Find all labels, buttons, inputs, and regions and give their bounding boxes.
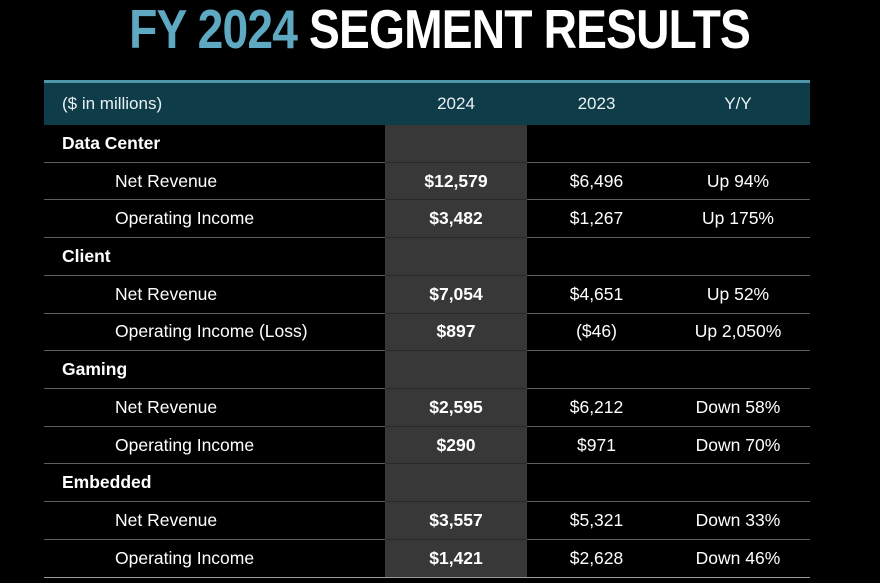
value-2023: $5,321 [527, 502, 666, 540]
section-name: Embedded [44, 464, 385, 503]
value-yoy-cell [666, 464, 810, 503]
value-yoy: Up 2,050% [666, 314, 810, 352]
section-header-row: Gaming [44, 351, 810, 390]
column-header-2024: 2024 [437, 94, 475, 113]
value-2024: $3,482 [385, 200, 527, 239]
value-2023: $1,267 [527, 200, 666, 239]
value-2024: $12,579 [385, 162, 527, 201]
table-row: Net Revenue $3,557 $5,321 Down 33% [44, 502, 810, 540]
table-row: Net Revenue $2,595 $6,212 Down 58% [44, 389, 810, 427]
value-2023: $4,651 [527, 276, 666, 314]
value-2024: $2,595 [385, 389, 527, 427]
value-2023: $2,628 [527, 540, 666, 578]
value-2024: $1,421 [385, 539, 527, 578]
value-2023-cell [527, 464, 666, 503]
value-yoy: Up 175% [666, 200, 810, 239]
value-yoy: Down 70% [666, 427, 810, 465]
table-row: Net Revenue $7,054 $4,651 Up 52% [44, 275, 810, 314]
value-2024: $7,054 [385, 275, 527, 314]
metric-label: Operating Income [44, 427, 385, 465]
metric-label: Operating Income [44, 200, 385, 239]
value-yoy-cell [666, 351, 810, 390]
page-title: FY 2024 SEGMENT RESULTS [0, 2, 880, 57]
value-yoy: Down 33% [666, 502, 810, 540]
metric-label: Net Revenue [44, 389, 385, 427]
value-yoy: Up 52% [666, 276, 810, 314]
value-yoy-cell [666, 125, 810, 163]
column-header-yoy: Y/Y [724, 94, 752, 113]
title-fiscal-year: FY 2024 [129, 0, 299, 60]
metric-label: Operating Income [44, 540, 385, 578]
value-yoy: Down 58% [666, 389, 810, 427]
value-yoy: Down 46% [666, 540, 810, 578]
value-2023: $6,212 [527, 389, 666, 427]
value-2024: $897 [385, 313, 527, 352]
metric-label: Net Revenue [44, 276, 385, 314]
value-2023-cell [527, 351, 666, 390]
value-2023: $971 [527, 427, 666, 465]
highlight-2024-cell [385, 238, 527, 276]
section-header-row: Client [44, 238, 810, 276]
highlight-2024-cell [385, 464, 527, 503]
section-header-row: Embedded [44, 464, 810, 503]
value-yoy-cell [666, 238, 810, 276]
column-header-units: ($ in millions) [62, 94, 163, 113]
value-2023-cell [527, 125, 666, 163]
value-2024: $3,557 [385, 502, 527, 540]
table-body: Data Center Net Revenue $12,579 $6,496 U… [44, 125, 810, 578]
table-row: Operating Income $3,482 $1,267 Up 175% [44, 200, 810, 239]
value-2024: $290 [385, 426, 527, 465]
value-2023: $6,496 [527, 163, 666, 201]
section-header-row: Data Center [44, 125, 810, 163]
value-yoy: Up 94% [666, 163, 810, 201]
table-header-row: ($ in millions) 2024 2023 Y/Y [44, 80, 810, 125]
column-header-2023: 2023 [577, 94, 616, 113]
section-name: Client [44, 238, 385, 276]
title-text: SEGMENT RESULTS [297, 0, 752, 60]
table-row: Operating Income $1,421 $2,628 Down 46% [44, 539, 810, 578]
value-2023: ($46) [527, 314, 666, 352]
value-2023-cell [527, 238, 666, 276]
table-row: Operating Income $290 $971 Down 70% [44, 426, 810, 465]
segment-results-table: ($ in millions) 2024 2023 Y/Y Data Cente… [44, 80, 810, 578]
section-name: Gaming [44, 351, 385, 390]
table-row: Operating Income (Loss) $897 ($46) Up 2,… [44, 313, 810, 352]
highlight-2024-cell [385, 351, 527, 390]
table-row: Net Revenue $12,579 $6,496 Up 94% [44, 162, 810, 201]
highlight-2024-cell [385, 125, 527, 163]
metric-label: Operating Income (Loss) [44, 314, 385, 352]
metric-label: Net Revenue [44, 502, 385, 540]
section-name: Data Center [44, 125, 385, 163]
metric-label: Net Revenue [44, 163, 385, 201]
